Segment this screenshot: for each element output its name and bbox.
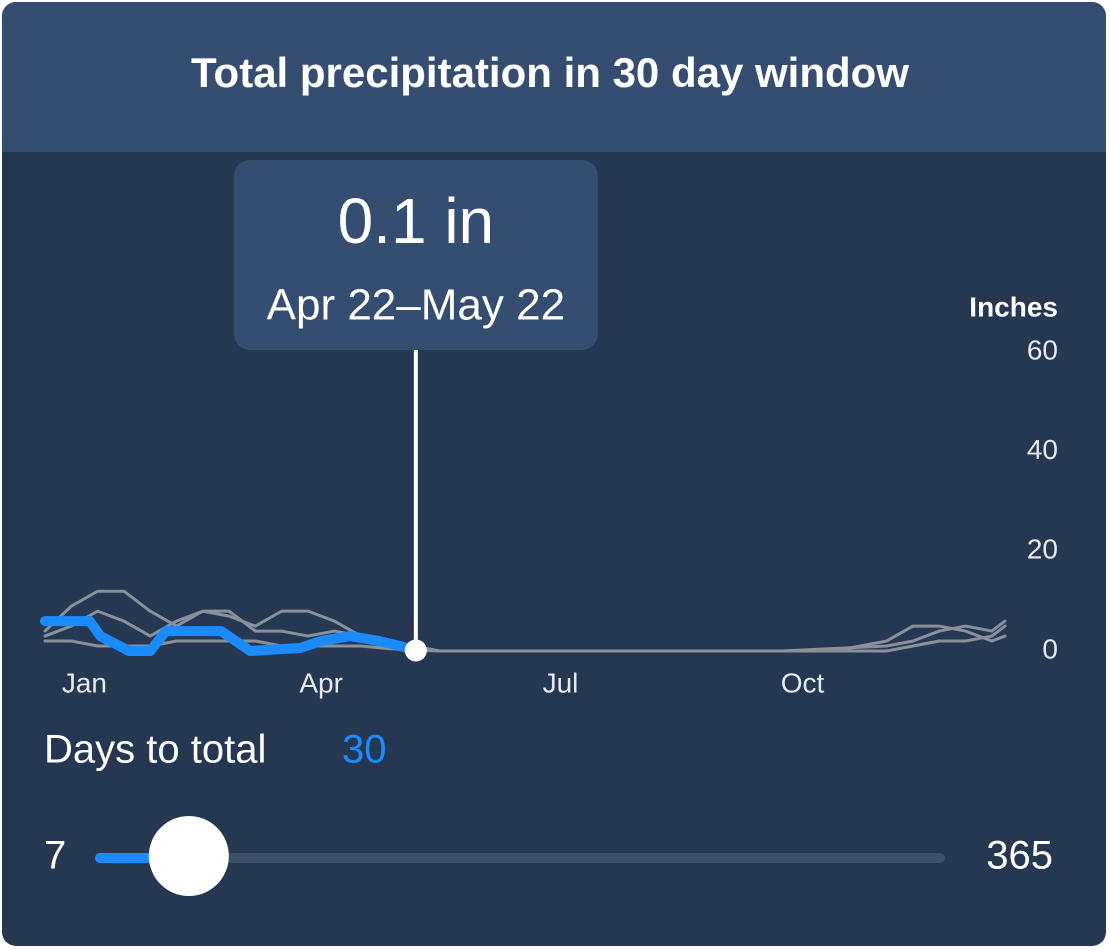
header bbox=[2, 2, 1106, 152]
current-line bbox=[40, 616, 421, 656]
y-tick-label: 20 bbox=[1027, 534, 1058, 565]
tooltip-box bbox=[233, 160, 598, 350]
x-tick-label: Jan bbox=[62, 667, 107, 698]
slider-max: 365 bbox=[986, 834, 1053, 878]
title: Total precipitation in 30 day window bbox=[191, 49, 909, 96]
tooltip-range: Apr 22–May 22 bbox=[267, 281, 565, 330]
y-tick-label: 0 bbox=[1042, 633, 1058, 664]
slider-label: Days to total bbox=[44, 728, 266, 772]
tooltip-value: 0.1 in bbox=[338, 185, 495, 257]
y-tick-label: 60 bbox=[1027, 334, 1058, 365]
slider-min: 7 bbox=[44, 834, 66, 878]
y-tick-label: 40 bbox=[1027, 434, 1058, 465]
slider-value: 30 bbox=[342, 728, 387, 772]
y-axis-label: Inches bbox=[969, 291, 1058, 322]
x-tick-label: Apr bbox=[299, 667, 343, 698]
x-tick-label: Oct bbox=[781, 667, 825, 698]
slider-thumb[interactable] bbox=[148, 816, 229, 896]
x-tick-label: Jul bbox=[543, 667, 579, 698]
tooltip-dot bbox=[404, 639, 427, 662]
